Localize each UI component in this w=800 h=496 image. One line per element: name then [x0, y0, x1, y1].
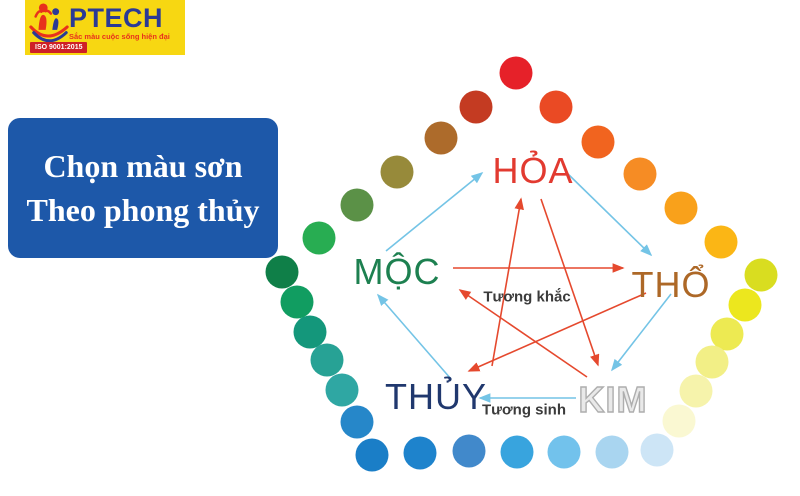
color-dot: [710, 317, 744, 351]
element-label-moc: MỘC: [353, 251, 441, 292]
color-dot: [340, 405, 374, 439]
color-dot: [744, 258, 778, 292]
tuong-khac-arrows: [453, 197, 647, 378]
iso-badge: ISO 9001:2015: [30, 42, 88, 53]
color-dot: [380, 155, 414, 189]
color-dot: [302, 221, 336, 255]
color-dot: [547, 435, 581, 469]
arrow-thuy-to-hoa: [491, 197, 524, 367]
color-dot: [695, 345, 729, 379]
tuong-sinh-arrows: [376, 171, 672, 403]
color-dot: [265, 255, 299, 289]
ptech-logo-tagline: Sắc màu cuộc sống hiện đại: [69, 32, 170, 41]
arrow-hoa-to-kim: [540, 198, 600, 367]
arrow-thuy-to-moc: [376, 293, 452, 380]
arrow-moc-to-hoa: [385, 171, 484, 252]
color-dot: [499, 56, 533, 90]
color-dot: [293, 315, 327, 349]
color-dot: [581, 125, 615, 159]
color-dot: [662, 404, 696, 438]
title-line-1: Chọn màu sơn: [43, 148, 243, 184]
color-dot-ring: [265, 56, 778, 472]
color-dot: [728, 288, 762, 322]
tuong-sinh-label: Tương sinh: [481, 401, 567, 419]
color-dot: [310, 343, 344, 377]
ptech-logo: PTECH Sắc màu cuộc sống hiện đại ISO 900…: [25, 0, 185, 55]
color-dot: [623, 157, 657, 191]
tuong-khac-label: Tương khắc: [483, 288, 571, 306]
color-dot: [640, 433, 674, 467]
element-label-kim: KIM: [578, 378, 648, 420]
element-label-hoa: HỎA: [492, 150, 574, 191]
arrow-hoa-to-tho: [566, 172, 653, 257]
color-dot: [539, 90, 573, 124]
color-dot: [595, 435, 629, 469]
arrow-tho-to-kim: [611, 293, 672, 372]
color-dot: [340, 188, 374, 222]
color-dot: [704, 225, 738, 259]
color-dot: [459, 90, 493, 124]
arrow-kim-to-moc: [458, 289, 588, 378]
color-dot: [424, 121, 458, 155]
color-dot: [355, 438, 389, 472]
color-dot: [325, 373, 359, 407]
color-dot: [280, 285, 314, 319]
ptech-logo-icon: [28, 1, 70, 56]
element-label-tho: THỔ: [631, 264, 711, 305]
element-label-thuy: THỦY: [385, 376, 487, 417]
title-line-2: Theo phong thủy: [26, 192, 260, 228]
color-dot: [679, 374, 713, 408]
arrow-tho-to-thuy: [467, 292, 647, 372]
color-dot: [403, 436, 437, 470]
ptech-logo-name: PTECH: [69, 3, 164, 33]
title-banner: Chọn màu sơn Theo phong thủy: [8, 118, 278, 258]
color-dot: [500, 435, 534, 469]
color-dot: [452, 434, 486, 468]
color-dot: [664, 191, 698, 225]
